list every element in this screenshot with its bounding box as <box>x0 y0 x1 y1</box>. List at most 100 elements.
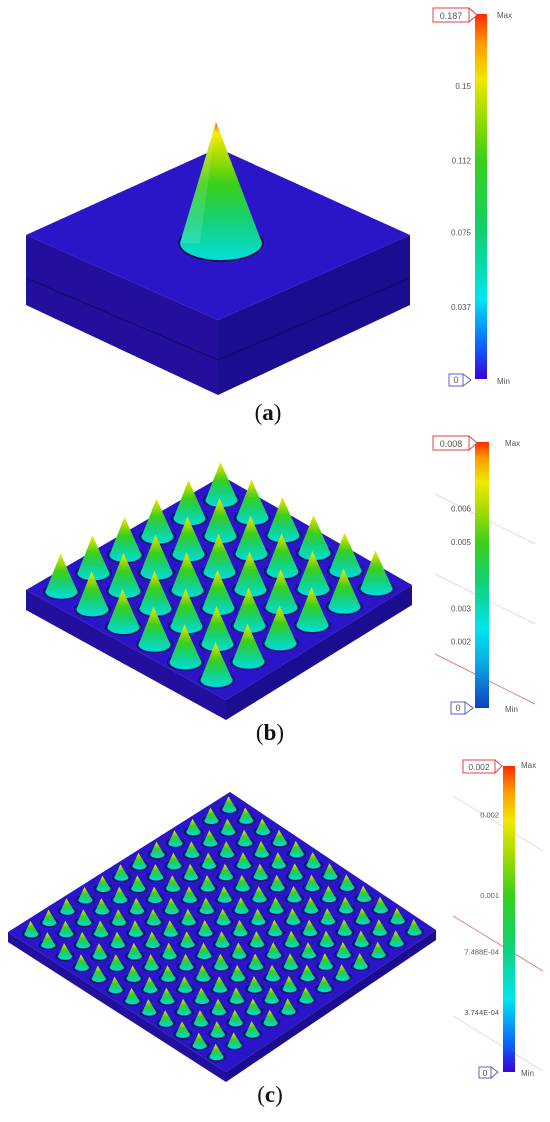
displacement-cone <box>109 954 124 971</box>
displacement-cone <box>109 517 142 562</box>
displacement-cone <box>301 942 316 959</box>
displacement-cone <box>198 920 213 937</box>
displacement-cone <box>353 953 368 970</box>
displacement-cone <box>139 570 172 616</box>
displacement-cone <box>270 874 285 892</box>
displacement-cone <box>282 975 297 993</box>
displacement-cone <box>220 841 235 858</box>
displacement-cone <box>193 1010 208 1027</box>
min-pointer-icon <box>490 1066 499 1080</box>
displacement-cone <box>132 852 147 870</box>
displacement-cone <box>355 908 370 925</box>
displacement-cone <box>256 818 271 836</box>
displacement-cone <box>196 965 211 982</box>
legend-tick-label: 3.744E-04 <box>464 1008 499 1017</box>
displacement-cone <box>142 999 157 1016</box>
legend-tick-label: 0.002 <box>451 638 472 647</box>
displacement-cone <box>221 818 236 836</box>
displacement-cone <box>236 852 251 869</box>
displacement-cone <box>58 943 73 960</box>
displacement-cone <box>354 930 369 948</box>
panel-c: 0.002 Max 0 Min 0.002 0.001 7.488E-04 3.744… <box>0 752 550 1122</box>
displacement-cone <box>233 587 266 633</box>
displacement-cone <box>182 886 197 903</box>
displacement-cone <box>204 498 237 543</box>
displacement-cone <box>95 898 110 915</box>
displacement-cone <box>371 941 386 959</box>
displacement-cone <box>144 954 159 971</box>
color-bar <box>503 766 515 1072</box>
displacement-cone <box>339 896 354 914</box>
displacement-cone <box>186 818 201 836</box>
displacement-cone <box>113 886 128 904</box>
displacement-cone <box>108 976 123 994</box>
plate-top-face <box>8 792 436 1072</box>
displacement-cone <box>236 479 269 525</box>
displacement-cone <box>296 587 329 632</box>
displacement-cone <box>322 885 337 903</box>
displacement-cone <box>127 942 142 960</box>
displacement-cone <box>228 1009 243 1027</box>
displacement-cone <box>251 908 266 926</box>
displacement-cone <box>76 931 91 949</box>
displacement-cone <box>407 919 422 936</box>
displacement-cone <box>297 551 330 596</box>
displacement-cone <box>91 965 106 983</box>
displacement-cone <box>389 930 404 947</box>
displacement-cone <box>216 908 231 926</box>
displacement-cone <box>125 987 140 1005</box>
caption-paren: ) <box>275 1082 283 1107</box>
displacement-cone <box>168 830 183 847</box>
color-bar <box>475 442 489 708</box>
displacement-cone <box>299 987 314 1004</box>
caption-c: (c) <box>240 1082 300 1108</box>
displacement-cone <box>205 462 238 507</box>
min-word: Min <box>497 377 510 386</box>
legend-tick-label: 0.005 <box>451 538 472 547</box>
min-value-label: 0 <box>483 1068 488 1078</box>
displacement-cone <box>232 623 265 669</box>
displacement-cone <box>171 552 204 598</box>
displacement-cone <box>96 875 111 893</box>
displacement-cone <box>166 875 181 892</box>
caption-paren: ( <box>257 1082 265 1107</box>
caption-paren: ) <box>273 400 282 425</box>
displacement-cone <box>218 863 233 881</box>
displacement-cone <box>234 551 267 597</box>
displacement-cone <box>77 535 110 581</box>
displacement-cone <box>266 533 299 579</box>
caption-letter: a <box>262 400 274 425</box>
displacement-cone <box>148 886 163 904</box>
max-word: Max <box>521 761 536 770</box>
displacement-cone <box>178 976 193 993</box>
displacement-cone <box>298 515 331 560</box>
displacement-cone <box>215 931 230 948</box>
displacement-cone <box>253 863 268 881</box>
displacement-cone <box>140 534 173 580</box>
displacement-cone <box>141 498 174 544</box>
layer-line <box>217 277 411 361</box>
caption-letter: b <box>263 720 277 745</box>
max-pointer-icon <box>468 434 478 452</box>
legend-tick-label: 7.488E-04 <box>464 947 499 956</box>
displacement-cone <box>138 606 171 652</box>
displacement-cone <box>323 863 338 880</box>
max-value-label: 0.187 <box>440 11 463 21</box>
displacement-cone <box>304 897 319 914</box>
displacement-cone <box>283 953 298 970</box>
displacement-cone <box>60 898 75 915</box>
displacement-cone <box>210 1021 225 1038</box>
legend-tick-label: 0.001 <box>480 891 499 900</box>
displacement-cone <box>328 568 361 614</box>
displacement-cone <box>170 588 203 634</box>
max-word: Max <box>497 11 512 20</box>
max-pointer-icon <box>494 758 503 775</box>
displacement-cone <box>357 885 372 903</box>
displacement-cone <box>211 998 226 1016</box>
displacement-cone <box>234 897 249 914</box>
caption-a: (a) <box>238 400 298 426</box>
displacement-cone <box>180 122 262 260</box>
displacement-cone <box>305 874 320 892</box>
min-word: Min <box>505 705 518 714</box>
displacement-cone <box>184 863 199 881</box>
